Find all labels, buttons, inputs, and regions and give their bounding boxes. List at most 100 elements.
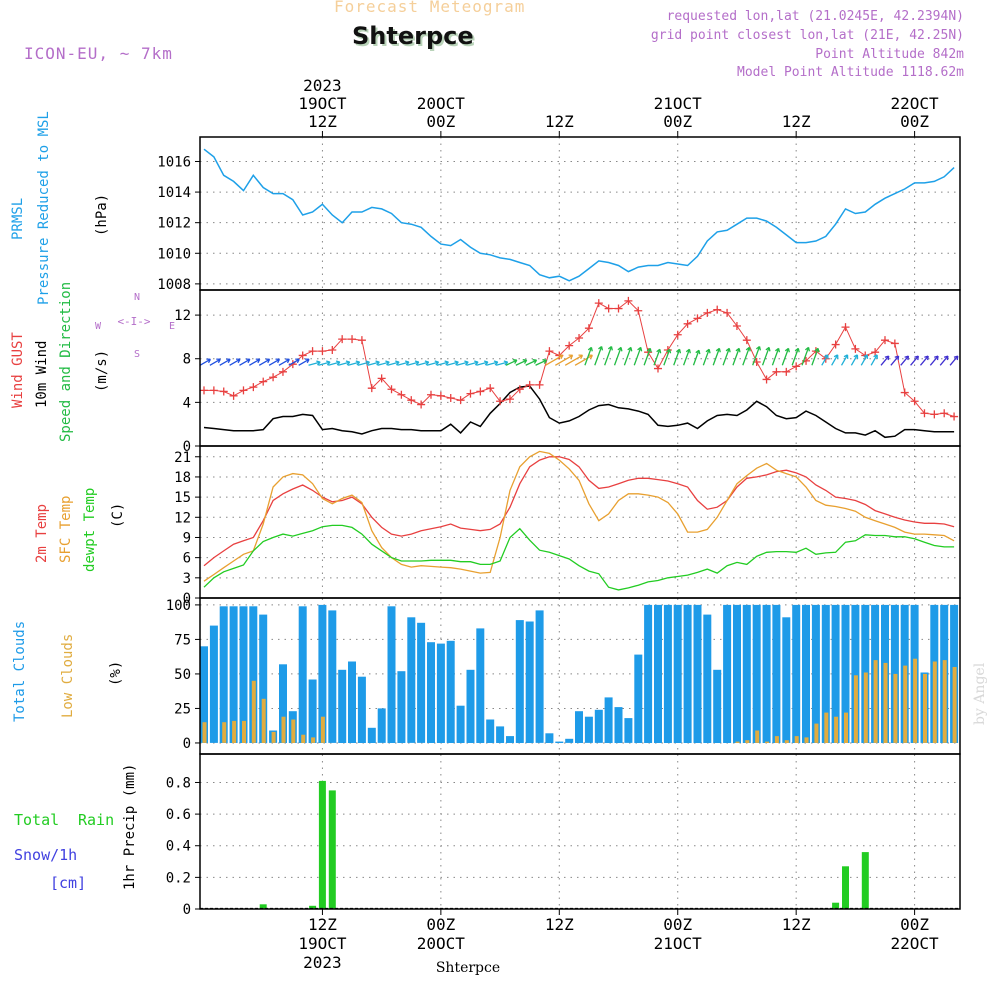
wind-arrow-shaft [613, 347, 622, 366]
pressure-label-msl: Pressure Reduced to MSL [36, 111, 52, 305]
wind-arrow-head [483, 360, 489, 366]
wind-arrow-shaft [594, 346, 603, 366]
product-title: Forecast Meteogram [334, 0, 526, 16]
wind-arrow-head [265, 358, 271, 364]
wind-gust-marker [723, 308, 732, 317]
low-cloud-bar [311, 737, 316, 743]
top-time-label: 2023 [303, 76, 342, 95]
wind-gust-line [204, 300, 955, 417]
wind-arrow-head [512, 359, 518, 364]
wind-arrow-head [914, 355, 919, 361]
wind-arrow-head [904, 355, 910, 361]
wind-10m-label: 10m Wind [34, 341, 50, 408]
wind-direction-arrow [900, 355, 910, 366]
wind-direction-arrow [732, 347, 741, 366]
wind-gust-marker [782, 367, 791, 376]
wind-arrow-shaft [456, 361, 469, 366]
top-time-label: 20OCT [417, 94, 466, 113]
wind-gust-marker [634, 306, 643, 315]
wind-gust-marker [545, 347, 554, 356]
wind-gust-marker [673, 330, 682, 339]
total-cloud-bar [654, 604, 662, 743]
wind-direction-arrow [613, 346, 623, 366]
low-cloud-bar [942, 660, 947, 743]
wind-direction-arrow [564, 354, 584, 366]
low-cloud-bar [242, 720, 246, 743]
total-cloud-bar [348, 661, 356, 743]
wind-arrow-shaft [574, 354, 593, 366]
wind-arrow-shaft [791, 348, 799, 366]
temp-ytick-label: 9 [183, 530, 191, 546]
total-cloud-bar [703, 614, 712, 743]
wind-direction-arrow [436, 360, 449, 366]
wind-arrow-shaft [890, 355, 900, 366]
wind-arrow-head [833, 354, 839, 359]
wind-arrow-shaft [515, 359, 527, 366]
wind-gust-marker [259, 377, 268, 386]
wind-arrow-head [627, 346, 633, 352]
wind-arrow-shaft [486, 361, 498, 366]
wind-arrow-head [715, 347, 721, 353]
wind-gust-marker [417, 400, 426, 409]
wind-arrow-head [474, 360, 479, 366]
top-time-label: 12Z [545, 112, 574, 131]
low-cloud-bar [804, 737, 809, 743]
wind-arrow-head [578, 354, 584, 360]
footer-location: Shterpce [436, 960, 500, 976]
wind-arrow-shaft [554, 354, 573, 366]
wind-direction-arrow [702, 348, 711, 366]
wind-arrow-head [695, 349, 701, 355]
wind-gust-marker [446, 394, 455, 402]
wind-arrow-shaft [860, 354, 868, 366]
low-cloud-bar [745, 740, 750, 743]
wind-direction-arrow [486, 360, 499, 366]
wind-arrow-head [725, 347, 731, 353]
wind-gust-marker [565, 341, 574, 350]
location-title: Shterpce [352, 22, 474, 50]
wind-gust-marker [930, 410, 939, 419]
compass-west: W [95, 321, 102, 332]
wind-arrow-shaft [525, 359, 537, 366]
wind-direction-arrow [328, 360, 341, 366]
wind-direction-arrow [298, 358, 310, 366]
total-cloud-bar [367, 727, 376, 743]
wind-direction-arrow [397, 360, 410, 366]
wind-arrow-head [255, 358, 261, 364]
total-cloud-bar [545, 733, 554, 743]
grid-point-coords: grid point closest lon,lat (21E, 42.25N) [650, 28, 964, 43]
temp-sfc-label: SFC Temp [58, 496, 74, 563]
wind-arrow-head [444, 360, 449, 366]
wind-arrow-head [355, 360, 361, 366]
bottom-time-label: 12Z [545, 915, 574, 934]
wind-gust-marker [298, 351, 307, 360]
total-cloud-bar [575, 711, 583, 743]
low-cloud-bar [222, 722, 227, 743]
low-cloud-bar [893, 673, 898, 743]
temp-2m-line [203, 456, 955, 567]
total-cloud-bar [614, 707, 623, 743]
wind-arrow-shaft [870, 354, 878, 366]
low-cloud-bar [932, 661, 937, 743]
wind-arrow-head [735, 347, 741, 353]
total-cloud-bar [733, 604, 741, 743]
precip-ytick-label: 0.6 [166, 807, 191, 823]
low-cloud-bar [923, 673, 927, 743]
wind-gust-marker [950, 412, 959, 421]
wind-gust-marker [575, 334, 584, 342]
wind-direction-arrow [268, 358, 281, 366]
precip-ytick-label: 0.8 [166, 775, 191, 791]
wind-direction-arrow [456, 360, 469, 366]
wind-arrow-head [206, 358, 211, 364]
temp-ytick-label: 3 [183, 571, 191, 587]
low-cloud-bar [320, 716, 325, 743]
wind-arrow-head [656, 348, 662, 354]
wind-direction-arrow [535, 359, 547, 366]
rain-bar [318, 780, 326, 909]
wind-arrow-shaft [495, 361, 508, 366]
model-label: ICON-EU, ~ 7km [24, 44, 173, 63]
wind-arrow-head [395, 360, 400, 366]
wind-arrow-shaft [446, 361, 459, 366]
wind-arrow-head [434, 360, 440, 366]
wind-arrow-shaft [623, 347, 632, 366]
